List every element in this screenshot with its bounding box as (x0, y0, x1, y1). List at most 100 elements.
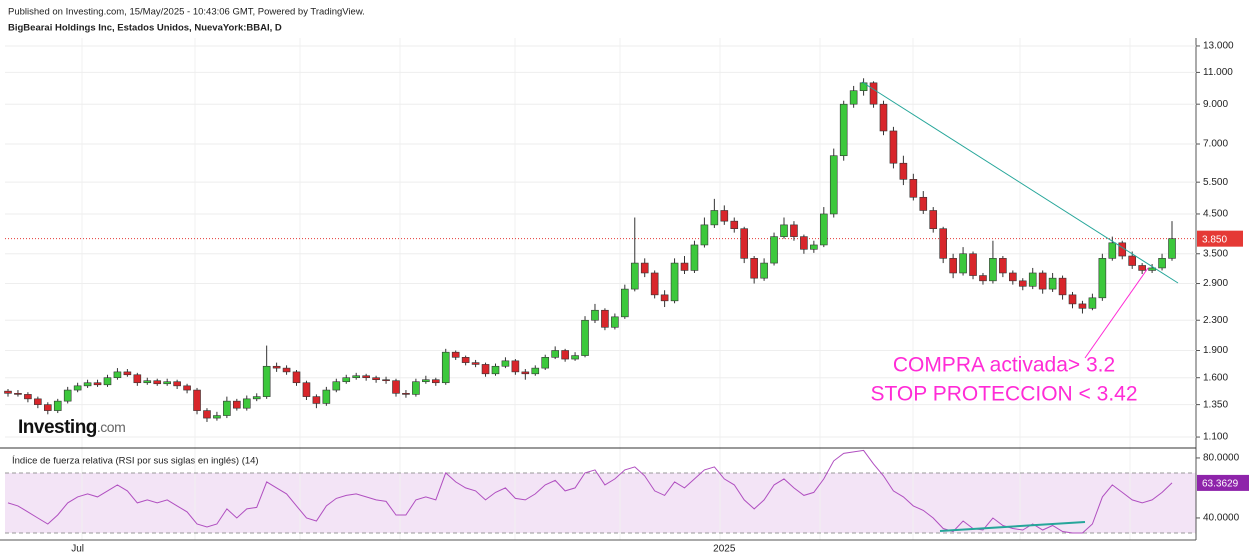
candle-body (352, 375, 361, 379)
candle-body (511, 360, 520, 373)
candle-body (292, 371, 301, 384)
candle-body (332, 381, 341, 391)
candle-body (829, 155, 838, 215)
y-tick-label: 1.900 (1203, 345, 1228, 356)
candle-body (322, 389, 331, 404)
candle-body (889, 130, 898, 164)
candle-body (1018, 280, 1027, 287)
y-tick-label: 80.0000 (1203, 453, 1240, 464)
candle-body (302, 382, 311, 397)
y-tick-label: 1.100 (1203, 432, 1228, 443)
candle-body (949, 258, 957, 274)
candle-body (173, 381, 181, 387)
candle-body (1048, 277, 1057, 290)
candle-body (541, 357, 550, 369)
candle-body (53, 400, 62, 411)
candle-body (362, 375, 370, 379)
y-tick-label: 7.000 (1203, 139, 1228, 150)
candle-body (690, 244, 699, 271)
candle-body (233, 400, 241, 409)
candle-body (203, 410, 211, 419)
candle-body (1088, 297, 1097, 309)
candle-body (660, 294, 669, 302)
candle-body (909, 179, 918, 198)
candle-body (929, 210, 938, 229)
rsi-divergence-line (939, 521, 1086, 532)
candle-body (422, 379, 430, 383)
candle-body (143, 380, 152, 384)
candle-body (919, 196, 928, 211)
y-tick-label: 40.0000 (1203, 513, 1240, 524)
candle-body (551, 350, 559, 358)
y-tick-label: 5.500 (1203, 177, 1228, 188)
candle-body (601, 309, 609, 328)
candle-body (73, 385, 82, 391)
candle-body (680, 262, 689, 271)
y-tick-label: 1.350 (1203, 399, 1228, 410)
published-note: Published on Investing.com, 15/May/2025 … (8, 7, 365, 18)
candle-body (1068, 294, 1077, 305)
annotation: COMPRA activada> 3.2 (893, 354, 1115, 377)
candle-body (531, 367, 540, 375)
rsi-value-label: 63.3629 (1202, 479, 1239, 490)
candle-body (839, 103, 848, 157)
candle-body (213, 415, 221, 419)
candle-body (730, 220, 739, 229)
candle-body (1158, 258, 1166, 269)
candle-body (24, 394, 32, 400)
candle-body (710, 210, 719, 226)
candle-body (611, 316, 619, 328)
candle-body (630, 262, 639, 290)
candle-body (849, 90, 858, 105)
candle-body (272, 365, 281, 369)
y-tick-label: 2.300 (1203, 315, 1228, 326)
candle-body (1009, 272, 1017, 282)
candle-body (1168, 238, 1176, 259)
candle-body (640, 262, 649, 274)
candle-body (720, 210, 729, 222)
candle-body (819, 213, 828, 246)
candle-body (402, 393, 410, 395)
candle-body (1058, 277, 1067, 296)
chart-title: BigBearai Holdings Inc, Estados Unidos, … (8, 23, 282, 34)
candle-body (869, 82, 878, 105)
candle-body (372, 377, 380, 381)
candle-body (63, 389, 72, 402)
candle-body (1078, 303, 1087, 309)
logo-suffix: .com (97, 419, 125, 435)
candle-body (939, 228, 947, 259)
candle-body (780, 224, 788, 237)
logo-name: Investing (18, 417, 97, 438)
candle-body (153, 380, 162, 385)
candle-body (491, 365, 500, 375)
candle-body (740, 228, 749, 259)
y-tick-label: 4.500 (1203, 209, 1228, 220)
candle-body (133, 374, 142, 384)
candle-body (999, 258, 1007, 274)
candle-body (790, 224, 798, 237)
candle-body (382, 379, 390, 382)
last-price-box (1197, 230, 1243, 247)
candle-body (4, 390, 12, 394)
y-tick-label: 1.600 (1203, 372, 1228, 383)
candle-body (262, 365, 271, 397)
candle-body (760, 262, 768, 279)
candle-body (969, 253, 977, 276)
x-tick-label: 2025 (713, 544, 736, 555)
candle-body (1098, 258, 1107, 299)
candle-body (193, 389, 201, 411)
candle-body (750, 258, 758, 279)
candle-body (123, 371, 132, 376)
candle-body (670, 262, 679, 302)
candle-body (650, 272, 659, 296)
candle-body (561, 350, 569, 360)
candle-body (899, 162, 908, 180)
candle-body (989, 258, 997, 282)
last-price-label: 3.850 (1202, 234, 1227, 245)
candle-body (223, 400, 231, 416)
candle-body (1108, 242, 1117, 259)
candle-body (312, 396, 321, 404)
candle-body (581, 319, 589, 356)
candle-body (93, 382, 102, 386)
